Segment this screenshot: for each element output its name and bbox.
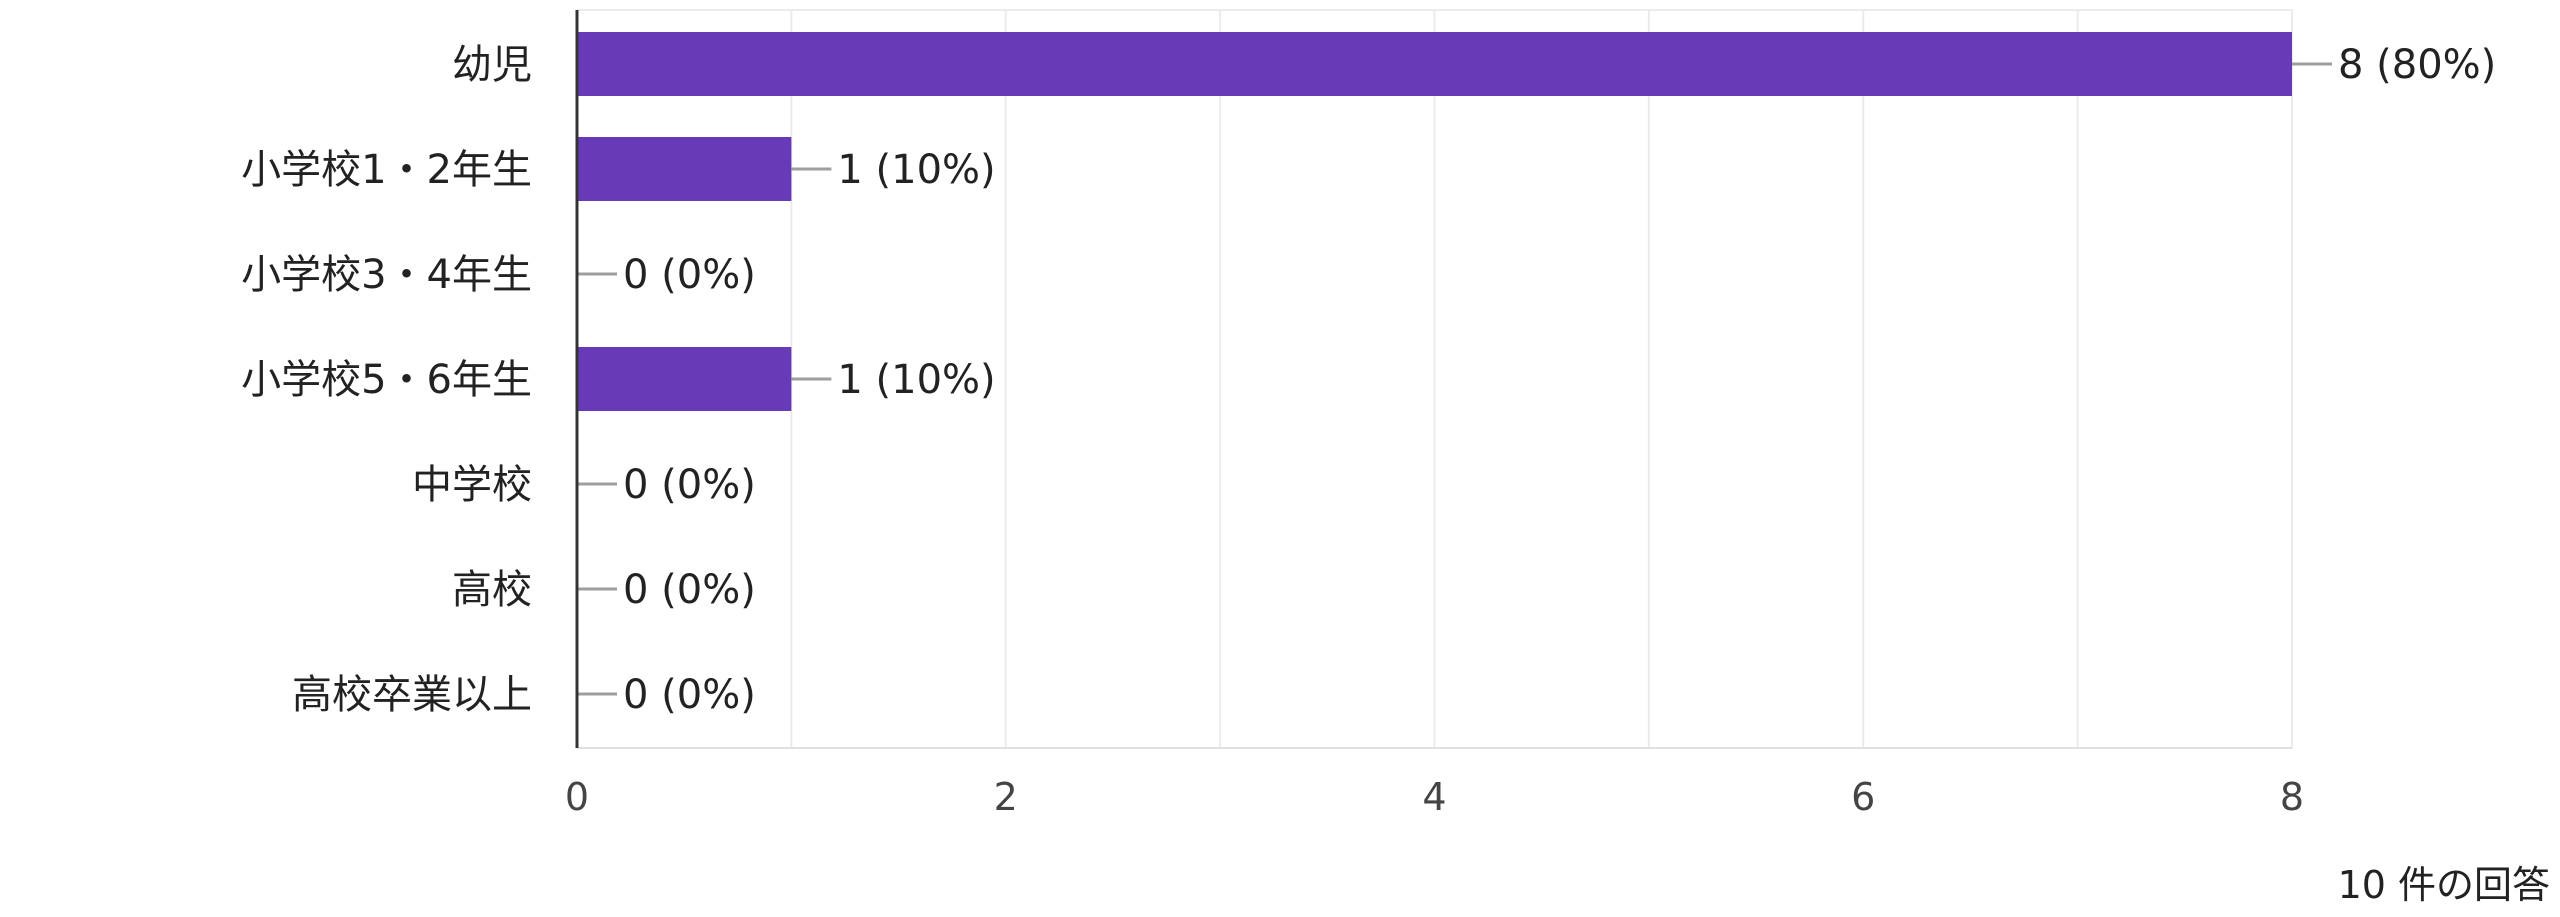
bar (577, 347, 792, 411)
x-tick-label: 6 (1851, 775, 1875, 819)
data-label: 0 (0%) (623, 462, 756, 508)
category-label: 中学校 (412, 462, 532, 508)
x-tick-labels: 0 2 4 6 8 (565, 775, 2304, 819)
x-tick-label: 2 (994, 775, 1018, 819)
data-label: 0 (0%) (623, 672, 756, 718)
category-label: 小学校3・4年生 (241, 252, 532, 298)
bar (577, 137, 792, 201)
data-label: 8 (80%) (2338, 42, 2496, 88)
x-tick-label: 4 (1422, 775, 1446, 819)
category-label: 小学校5・6年生 (241, 357, 532, 403)
bar (577, 32, 2292, 96)
category-label: 幼児 (452, 42, 532, 88)
leader-lines (577, 62, 2332, 696)
data-labels: 8 (80%) 1 (10%) 0 (0%) 1 (10%) 0 (0%) 0 (0%) 0… (623, 42, 2496, 718)
x-tick-label: 8 (2280, 775, 2304, 819)
axes (575, 10, 2292, 749)
x-tick-label: 0 (565, 775, 589, 819)
category-label: 高校 (452, 567, 532, 613)
category-label: 小学校1・2年生 (241, 147, 532, 193)
grid (577, 9, 2293, 748)
data-label: 0 (0%) (623, 567, 756, 613)
data-label: 1 (10%) (837, 357, 995, 403)
response-count: 10 件の回答 (2338, 863, 2550, 907)
category-label: 高校卒業以上 (292, 672, 532, 718)
data-label: 1 (10%) (837, 147, 995, 193)
bars (577, 32, 2292, 411)
data-label: 0 (0%) (623, 252, 756, 298)
